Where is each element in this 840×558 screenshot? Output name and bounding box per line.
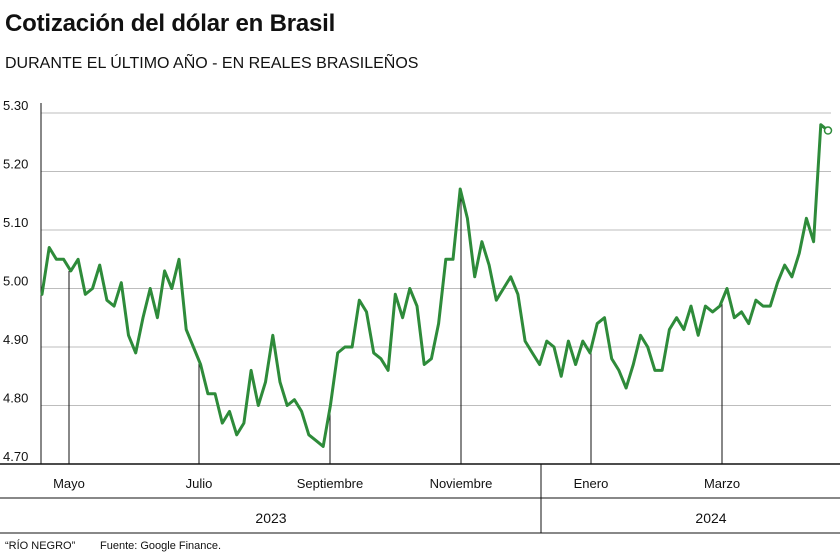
y-tick-label: 4.90 [3, 332, 28, 347]
footer-brand: “RÍO NEGRO” [5, 540, 76, 552]
series-line [40, 123, 830, 448]
year-labels: 2023 2024 [255, 510, 726, 526]
footer-source: Fuente: Google Finance. [100, 540, 222, 552]
chart-title: Cotización del dólar en Brasil [5, 10, 336, 37]
x-tick-label: Enero [574, 476, 609, 491]
y-tick-label: 4.80 [3, 391, 28, 406]
y-tick-label: 4.70 [3, 449, 28, 464]
axes [0, 103, 840, 534]
year-label: 2023 [255, 510, 286, 526]
x-tick-label: Marzo [704, 476, 740, 491]
y-tick-label: 5.20 [3, 157, 28, 172]
y-tick-label: 5.10 [3, 215, 28, 230]
y-axis-ticks: 4.70 4.80 4.90 5.00 5.10 5.20 5.30 [3, 98, 28, 464]
x-tick-label: Noviembre [430, 476, 493, 491]
y-tick-label: 5.00 [3, 274, 28, 289]
chart-subtitle: DURANTE EL ÚLTIMO AÑO - EN REALES BRASIL… [5, 55, 419, 72]
month-marker-lines [68, 195, 723, 464]
last-point-marker [823, 126, 833, 135]
x-tick-label: Mayo [53, 476, 85, 491]
grid-lines [41, 112, 831, 406]
x-tick-label: Julio [186, 476, 213, 491]
series-group [40, 123, 833, 448]
year-label: 2024 [695, 510, 726, 526]
x-axis-ticks: Mayo Julio Septiembre Noviembre Enero Marzo [53, 476, 740, 491]
x-tick-label: Septiembre [297, 476, 363, 491]
y-tick-label: 5.30 [3, 98, 28, 113]
